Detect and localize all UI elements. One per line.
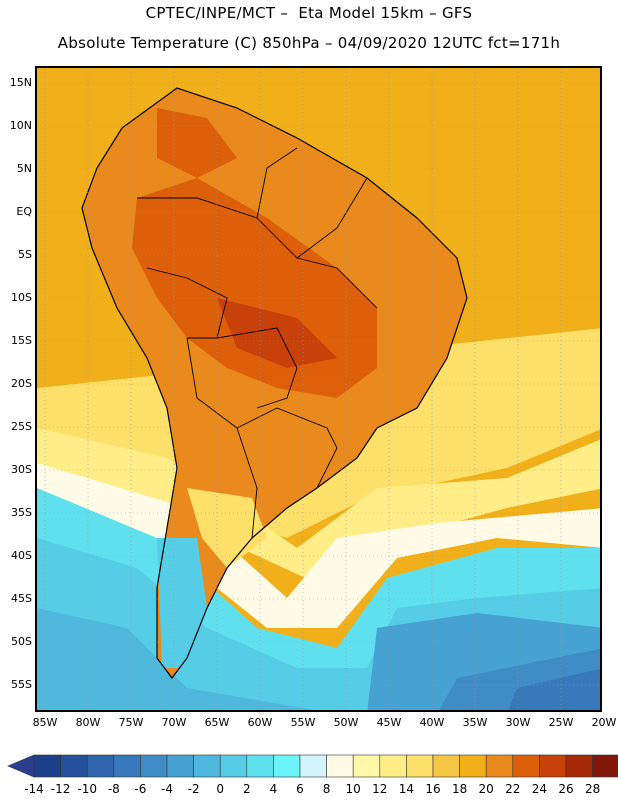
colorbar-tick-label: -14 xyxy=(24,782,44,796)
colorbar-tick-label: 4 xyxy=(269,782,278,796)
colorbar-tick-label: 20 xyxy=(478,782,494,796)
colorbar-tick-label: 26 xyxy=(558,782,574,796)
colorbar-tick-label: 22 xyxy=(505,782,521,796)
land-hottest-region xyxy=(217,298,337,368)
colorbar-swatch xyxy=(113,754,141,778)
lat-tick-label: 10N xyxy=(9,119,32,132)
lon-tick-label: 40W xyxy=(419,716,445,729)
colorbar-tick-label: -12 xyxy=(50,782,71,796)
colorbar-swatch xyxy=(193,754,221,778)
colorbar-tick-label: 12 xyxy=(372,782,388,796)
country-borders xyxy=(137,147,378,539)
lon-tick-label: 50W xyxy=(333,716,359,729)
lon-tick-label: 80W xyxy=(75,716,101,729)
lat-tick-label: 45S xyxy=(11,592,32,605)
colorbar-swatch xyxy=(379,754,407,778)
colorbar-swatch xyxy=(459,754,487,778)
colorbar-swatch xyxy=(60,754,88,778)
isotherm-band-8 xyxy=(37,463,600,628)
lon-tick-label: 85W xyxy=(32,716,58,729)
lon-tick-label: 60W xyxy=(247,716,273,729)
lat-tick-label: 10S xyxy=(11,291,32,304)
isotherm-band-0 xyxy=(37,608,314,710)
colorbar-tick-label: 16 xyxy=(425,782,441,796)
lon-tick-label: 35W xyxy=(462,716,488,729)
colorbar-swatch xyxy=(246,754,274,778)
colorbar-tick-label: 10 xyxy=(345,782,361,796)
colorbar-tick-label: -6 xyxy=(134,782,147,796)
lon-tick-label: 55W xyxy=(290,716,316,729)
lat-tick-label: 20S xyxy=(11,377,32,390)
lat-tick-label: 15N xyxy=(9,76,32,89)
lat-tick-label: 55S xyxy=(11,678,32,691)
colorbar-swatch xyxy=(326,754,354,778)
lon-tick-label: 20W xyxy=(591,716,617,729)
colorbar-swatch xyxy=(219,754,248,778)
lat-tick-label: 5S xyxy=(18,248,32,261)
colorbar-tick-label: 24 xyxy=(531,782,548,796)
colorbar-swatch xyxy=(86,754,115,778)
colorbar xyxy=(7,754,618,778)
chart-title-line-2: Absolute Temperature (C) 850hPa – 04/09/… xyxy=(57,34,561,52)
colorbar-swatch xyxy=(299,754,327,778)
lon-tick-label: 25W xyxy=(548,716,574,729)
map-panel xyxy=(35,66,602,712)
colorbar-tick-label: -4 xyxy=(161,782,173,796)
lon-tick-label: 65W xyxy=(204,716,230,729)
colorbar-tick-label: 14 xyxy=(398,782,415,796)
lat-tick-label: 50S xyxy=(11,635,32,648)
coastline xyxy=(81,87,468,679)
colorbar-swatch xyxy=(140,754,168,778)
land-cold-patagonia xyxy=(157,538,207,668)
colorbar-swatch xyxy=(432,754,460,778)
lon-tick-label: 70W xyxy=(161,716,187,729)
colorbar-tick-label: 18 xyxy=(451,782,468,796)
lon-tick-label: 75W xyxy=(118,716,144,729)
land-cool-patch xyxy=(187,488,267,568)
colorbar-tick-label: -10 xyxy=(77,782,97,796)
colorbar-tick-label: 28 xyxy=(584,782,601,796)
colorbar-swatch xyxy=(406,754,434,778)
lat-tick-label: 15S xyxy=(11,334,32,347)
temperature-map xyxy=(37,68,600,710)
colorbar-under-triangle xyxy=(7,754,35,778)
colorbar-tick-label: -2 xyxy=(187,782,200,796)
colorbar-tick-label: 0 xyxy=(216,782,224,796)
colorbar-swatch xyxy=(485,754,514,778)
colorbar-swatch xyxy=(33,754,61,778)
lat-tick-label: 35S xyxy=(11,506,32,519)
lon-tick-label: 30W xyxy=(505,716,531,729)
colorbar-swatch xyxy=(565,754,593,778)
colorbar-swatch xyxy=(273,754,301,778)
lat-tick-label: 30S xyxy=(11,463,32,476)
colorbar-swatch xyxy=(352,754,381,778)
colorbar-swatch xyxy=(166,754,194,778)
colorbar-tick-label: 6 xyxy=(296,782,304,796)
colorbar-tick-label: -8 xyxy=(107,782,120,796)
colorbar-tick-label: 2 xyxy=(242,782,251,796)
colorbar-swatch xyxy=(512,754,540,778)
lat-tick-label: 40S xyxy=(11,549,32,562)
lat-tick-label: EQ xyxy=(16,205,32,218)
lon-tick-label: 45W xyxy=(376,716,402,729)
colorbar-swatch xyxy=(592,754,618,778)
colorbar-tick-label: 8 xyxy=(322,782,331,796)
lat-tick-label: 5N xyxy=(16,162,32,175)
chart-title-line-1: CPTEC/INPE/MCT – Eta Model 15km – GFS xyxy=(145,4,473,22)
isotherm-band-neg8 xyxy=(508,668,600,710)
graticule xyxy=(37,68,600,710)
colorbar-swatch xyxy=(539,754,567,778)
lat-tick-label: 25S xyxy=(11,420,32,433)
